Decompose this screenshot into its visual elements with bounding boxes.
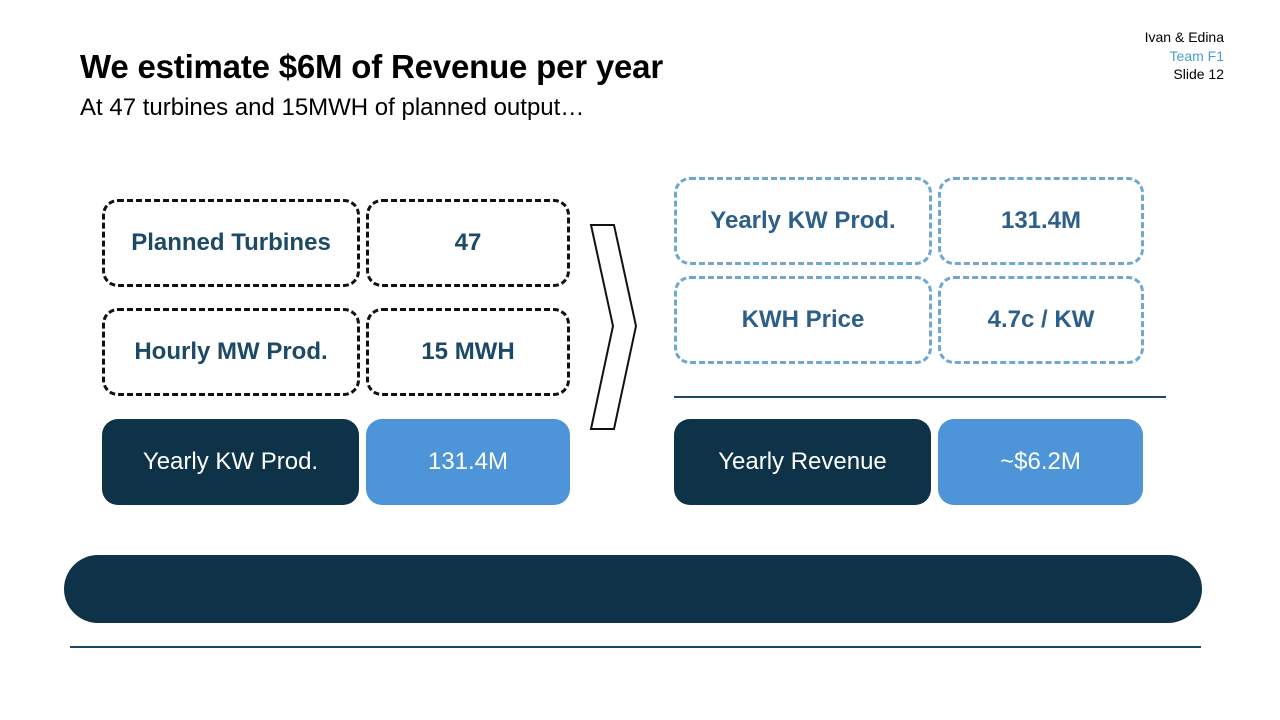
bottom-banner xyxy=(64,555,1202,623)
kwh-price-value: 4.7c / KW xyxy=(938,276,1144,364)
yearly-kw-prod-value: 131.4M xyxy=(938,177,1144,265)
slide-title: We estimate $6M of Revenue per year xyxy=(80,48,663,85)
hourly-mw-prod-label: Hourly MW Prod. xyxy=(102,308,360,396)
planned-turbines-label: Planned Turbines xyxy=(102,199,360,287)
hourly-mw-prod-value: 15 MWH xyxy=(366,308,570,396)
slide-subtitle: At 47 turbines and 15MWH of planned outp… xyxy=(80,94,585,121)
chevron-right-icon xyxy=(589,224,638,430)
kwh-price-label: KWH Price xyxy=(674,276,932,364)
right-divider xyxy=(674,396,1166,398)
slide-number: Slide 12 xyxy=(1173,66,1224,82)
bottom-divider xyxy=(70,646,1201,648)
right-result-label: Yearly Revenue xyxy=(674,419,931,505)
planned-turbines-value: 47 xyxy=(366,199,570,287)
authors-label: Ivan & Edina xyxy=(1144,29,1224,45)
right-result-value: ~$6.2M xyxy=(938,419,1143,505)
left-result-label: Yearly KW Prod. xyxy=(102,419,359,505)
yearly-kw-prod-label: Yearly KW Prod. xyxy=(674,177,932,265)
slide-meta: Ivan & Edina Team F1 Slide 12 xyxy=(1145,28,1224,84)
team-label: Team F1 xyxy=(1169,47,1224,64)
left-result-value: 131.4M xyxy=(366,419,570,505)
